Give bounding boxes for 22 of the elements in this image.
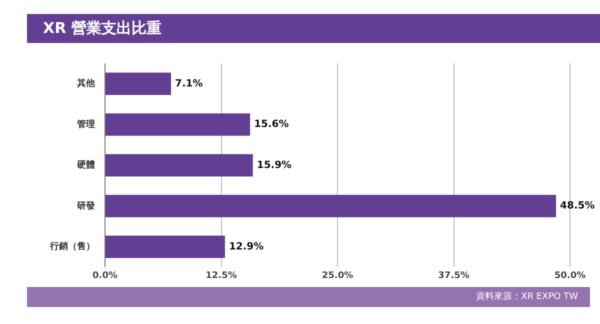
y-tick-label: 研發: [76, 200, 95, 212]
data-label: 48.5%: [560, 200, 595, 212]
data-label: 7.1%: [175, 78, 203, 90]
x-tick-label: 12.5%: [206, 270, 237, 281]
x-tick-label: 50.0%: [554, 270, 586, 281]
source-note: 資料來源：XR EXPO TW: [476, 292, 578, 302]
y-tick-label: 硬體: [76, 160, 95, 171]
bar: [106, 236, 225, 258]
bar: [106, 154, 253, 177]
y-tick-label: 行銷（售）: [49, 241, 95, 252]
bar: [106, 72, 172, 95]
data-label: 12.9%: [228, 241, 264, 252]
chart-title: XR 營業支出比重: [27, 14, 600, 43]
y-tick-label: 管理: [76, 118, 95, 130]
y-tick-label: 其他: [76, 78, 96, 90]
bar: [106, 113, 250, 136]
data-label: 15.6%: [254, 119, 289, 130]
bar: [106, 194, 556, 218]
data-label: 15.9%: [256, 160, 292, 171]
x-tick-label: 25.0%: [322, 270, 354, 281]
x-tick-label: 37.5%: [438, 270, 470, 281]
x-tick-label: 0.0%: [92, 270, 118, 281]
